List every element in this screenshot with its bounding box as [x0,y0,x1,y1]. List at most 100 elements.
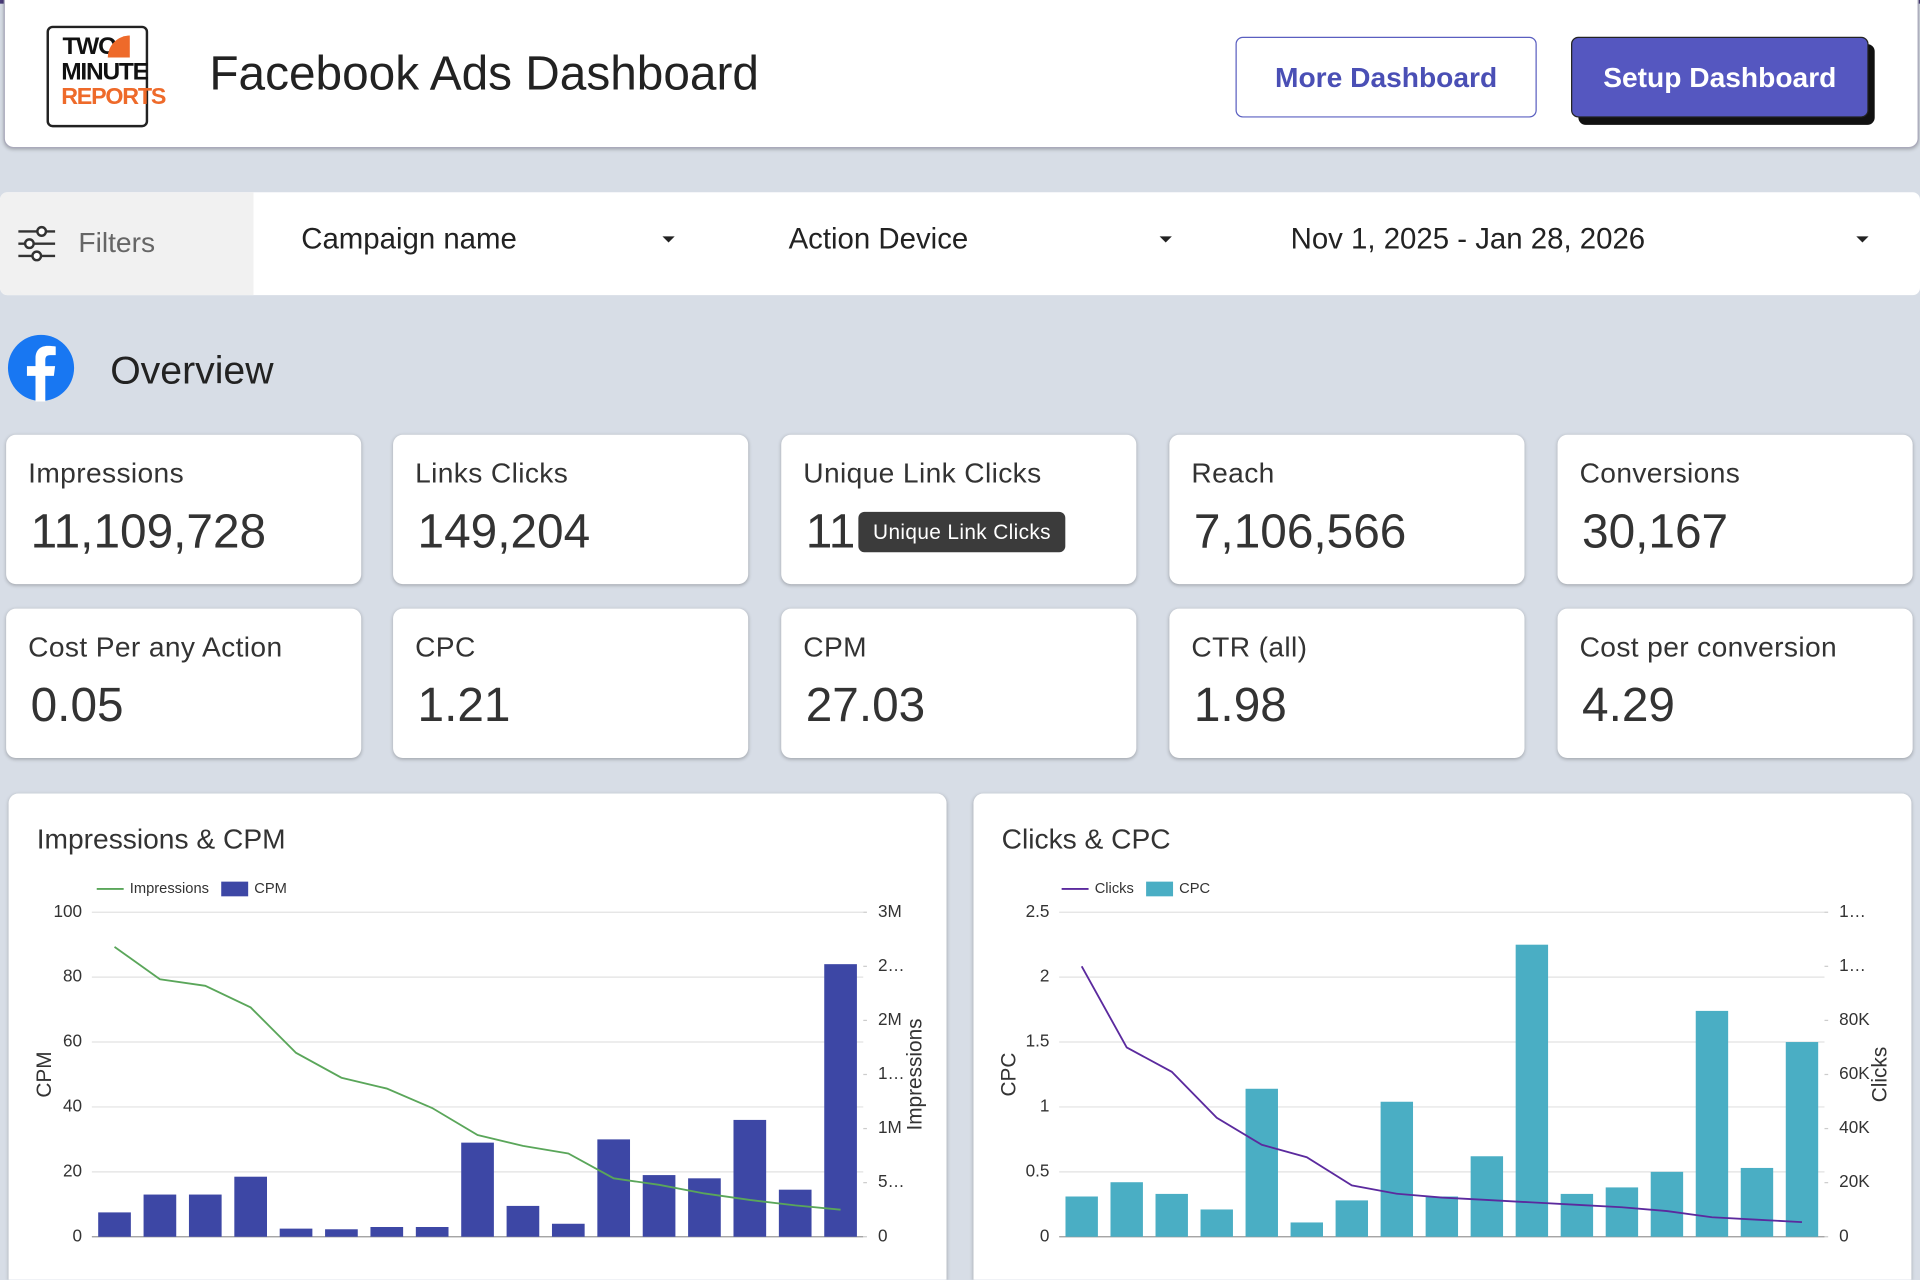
page-title: Facebook Ads Dashboard [209,47,759,101]
line [113,946,841,1211]
kpi-label: CPC [415,630,476,663]
kpi-value: 27.03 [805,679,926,733]
kpi-label: CPM [803,630,867,663]
kpi-value: 1.98 [1193,679,1287,733]
bar [1290,1222,1323,1237]
caret [1159,236,1172,243]
kpi-label: Reach [1191,456,1275,489]
bar [1740,1167,1774,1237]
bar [733,1119,767,1237]
more-dashboard-button[interactable]: More Dashboard [1235,36,1537,118]
y2-tick-label: 60K [1839,1063,1870,1083]
kpi-label: Cost Per any Action [28,630,283,663]
y2-axis-title: Clicks [1868,1047,1891,1102]
kpi-card: CPC 1.21 [393,608,749,758]
y2-tick-label: 2… [878,955,905,975]
kpi-card: CPM 27.03 [781,608,1137,758]
bar [1560,1193,1594,1237]
kpi-label: Unique Link Clicks [803,456,1042,489]
kpi-card: Links Clicks 149,204 [393,434,749,585]
chart-panel: Impressions & CPM 0 20 40 60 80 100 0 5… 1M 1… 2M 2…… [8,793,947,1280]
y-tick-label: 2.5 [1026,901,1050,921]
kpi-value: 1.21 [417,679,511,733]
y2-tick-label: 0 [878,1225,888,1245]
chart-title: Impressions & CPM [36,822,286,855]
legend-swatch [1146,881,1174,897]
kpi-card: Reach 7,106,566 [1169,434,1525,585]
y-tick-label: 0.5 [1026,1160,1050,1180]
kpi-value: 7,106,566 [1193,505,1407,559]
filter-label: Filters [78,226,156,259]
bar [1065,1196,1098,1237]
y2-tick-label: 3M [878,901,902,921]
chart-title: Clicks & CPC [1001,822,1171,855]
kpi-value: 4.29 [1582,679,1675,733]
y2-tick-label: 1… [1839,955,1866,975]
y2-tick-label: 5… [878,1171,905,1191]
kpi-label: Links Clicks [415,456,569,489]
bar [279,1228,313,1237]
date-dropdown[interactable]: Nov 1, 2025 - Jan 28, 2026 [1290,222,1646,256]
logo-text: MINUTE [61,58,149,86]
device-dropdown[interactable]: Action Device [788,222,969,256]
bar [1155,1193,1188,1237]
y-axis-title: CPM [33,1051,56,1097]
y2-tick-label: 40K [1839,1117,1870,1137]
bar [1695,1010,1729,1237]
logo: TWO MINUTE REPORTS [46,25,166,128]
kpi-card: Impressions 11,109,728 [6,434,362,585]
kpi-label: Cost per conversion [1579,630,1838,663]
kpi-value: 11,109,728 [30,505,267,559]
legend-label: CPM [254,881,287,897]
kpi-card: Unique Link Clicks 11 [781,434,1137,585]
y2-tick-label: 1… [1839,901,1866,921]
bar [1650,1171,1684,1237]
bar [688,1178,721,1237]
bar [325,1229,358,1237]
legend-label: CPC [1179,881,1210,897]
y-tick-label: 0 [1040,1225,1050,1245]
bar [1110,1182,1143,1237]
bar [597,1139,631,1237]
legend-label: Clicks [1095,881,1134,897]
chart-panel: Clicks & CPC 0 0.5 1 1.5 2 2.5 0 20K 40K 60K 80K 1… 1… [973,793,1912,1280]
line [1080,965,1803,1224]
bar [506,1205,540,1237]
y-axis-title: CPC [998,1053,1021,1097]
y-tick-label: 40 [63,1095,82,1115]
campaign-dropdown[interactable]: Campaign name [301,222,517,256]
kpi-value: 11 [805,505,856,559]
y2-tick-label: 2M [878,1009,902,1029]
logo-shape [107,35,130,58]
bar [551,1223,585,1237]
kpi-label: Impressions [28,456,185,489]
kpi-value: 30,167 [1582,505,1729,559]
bar [98,1212,131,1237]
bar [1470,1156,1504,1237]
kpi-value: 149,204 [417,505,591,559]
bar [143,1194,177,1237]
y2-tick-label: 0 [1839,1225,1849,1245]
bar [1425,1196,1459,1237]
section-title: Overview [110,347,274,392]
kpi-card: Cost Per any Action 0.05 [6,608,362,758]
y2-tick-label: 80K [1839,1009,1870,1029]
bar [1245,1088,1278,1237]
kpi-value: 0.05 [30,679,124,733]
bar [1785,1042,1819,1237]
bar [1605,1187,1639,1237]
y-tick-label: 1.5 [1026,1031,1050,1051]
y2-tick-label: 1… [878,1063,905,1083]
kpi-label: CTR (all) [1191,630,1308,663]
bar [824,964,857,1237]
y-tick-label: 80 [63,966,82,986]
y2-axis-title: Impressions [903,1018,926,1130]
setup-dashboard-button[interactable]: Setup Dashboard [1571,36,1869,118]
bar [370,1227,404,1237]
filter-button[interactable]: Filters [0,192,254,296]
chart: 0 0.5 1 1.5 2 2.5 0 20K 40K 60K 80K 1… 1… CPC Clicks Cl… [998,881,1892,1245]
y-tick-label: 100 [53,901,82,921]
bar [1335,1200,1369,1237]
